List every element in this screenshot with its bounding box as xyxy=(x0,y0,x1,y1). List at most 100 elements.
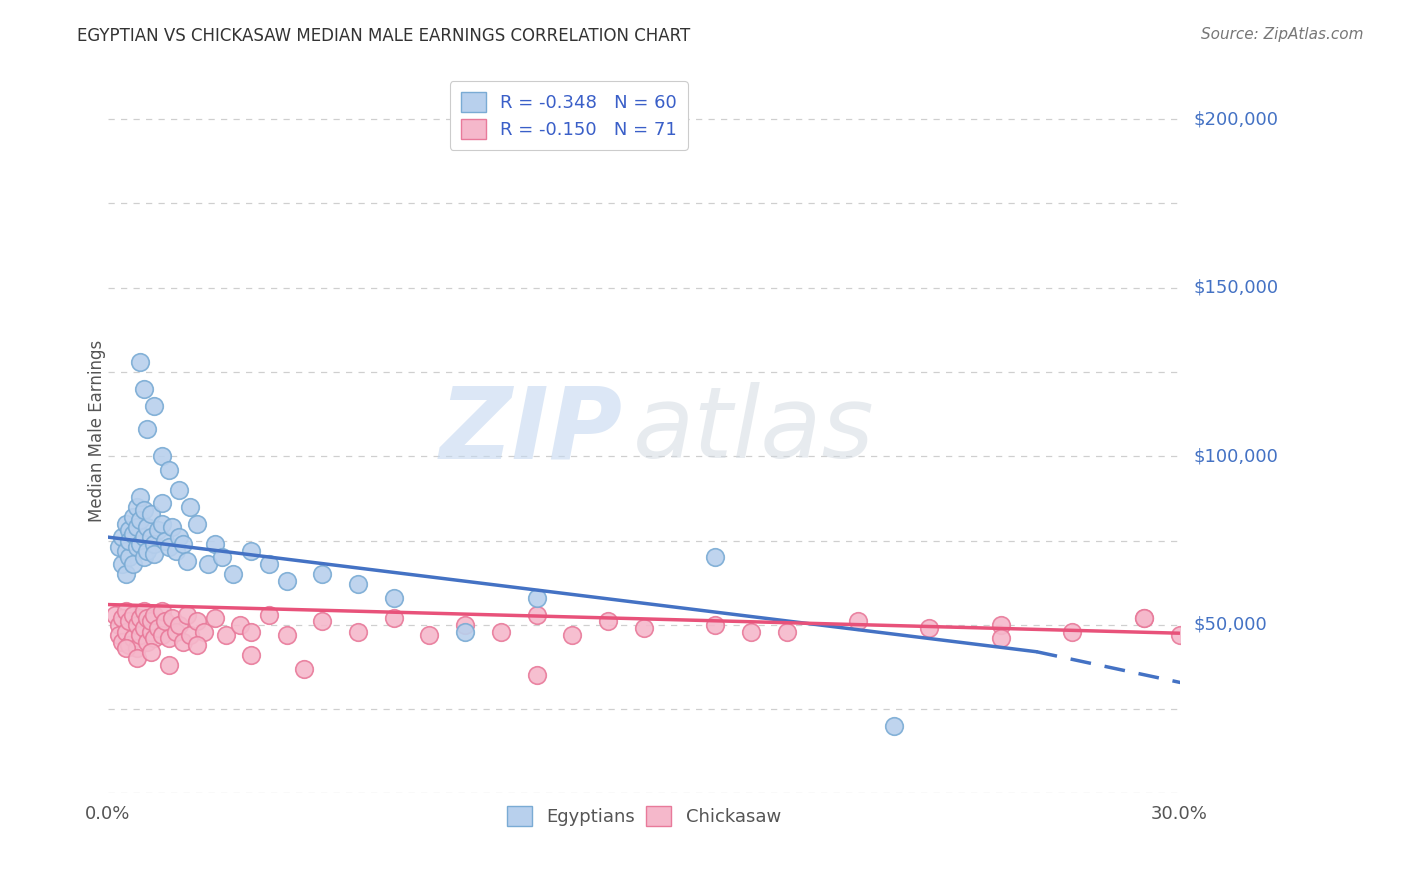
Point xyxy=(186,615,208,629)
Text: ZIP: ZIP xyxy=(439,383,623,479)
Point xyxy=(215,628,238,642)
Point xyxy=(197,557,219,571)
Point xyxy=(136,634,159,648)
Point xyxy=(239,648,262,662)
Point xyxy=(129,355,152,369)
Point xyxy=(454,624,477,639)
Point xyxy=(139,530,162,544)
Point xyxy=(139,624,162,639)
Point xyxy=(186,638,208,652)
Point xyxy=(418,628,440,642)
Point xyxy=(193,624,215,639)
Point xyxy=(104,607,127,622)
Text: $200,000: $200,000 xyxy=(1194,110,1278,128)
Point xyxy=(169,617,191,632)
Point xyxy=(526,591,548,605)
Point xyxy=(122,607,145,622)
Point xyxy=(111,530,134,544)
Point xyxy=(239,624,262,639)
Point xyxy=(169,483,191,497)
Point xyxy=(222,567,245,582)
Point xyxy=(311,567,333,582)
Point xyxy=(129,611,152,625)
Point xyxy=(162,520,184,534)
Point xyxy=(129,490,152,504)
Point xyxy=(172,634,194,648)
Point xyxy=(257,607,280,622)
Point xyxy=(107,628,129,642)
Point xyxy=(132,503,155,517)
Point xyxy=(143,607,166,622)
Point xyxy=(276,574,298,588)
Point xyxy=(132,530,155,544)
Point xyxy=(176,607,198,622)
Point xyxy=(111,634,134,648)
Point xyxy=(115,567,138,582)
Point xyxy=(311,615,333,629)
Point xyxy=(125,541,148,555)
Point xyxy=(136,611,159,625)
Point xyxy=(125,500,148,514)
Point xyxy=(846,615,869,629)
Point xyxy=(157,658,180,673)
Point xyxy=(118,638,141,652)
Point xyxy=(115,624,138,639)
Point xyxy=(1133,611,1156,625)
Point xyxy=(115,641,138,656)
Point xyxy=(118,550,141,565)
Point xyxy=(143,547,166,561)
Point xyxy=(157,541,180,555)
Point xyxy=(990,617,1012,632)
Point xyxy=(111,611,134,625)
Point xyxy=(382,591,405,605)
Point xyxy=(139,507,162,521)
Point xyxy=(115,604,138,618)
Point xyxy=(276,628,298,642)
Point xyxy=(229,617,252,632)
Point xyxy=(122,509,145,524)
Point xyxy=(150,604,173,618)
Point xyxy=(125,520,148,534)
Text: $50,000: $50,000 xyxy=(1194,615,1267,634)
Point xyxy=(118,524,141,538)
Text: $150,000: $150,000 xyxy=(1194,278,1278,297)
Point xyxy=(633,621,655,635)
Point xyxy=(990,632,1012,646)
Point xyxy=(111,557,134,571)
Point xyxy=(740,624,762,639)
Point xyxy=(146,621,169,635)
Point xyxy=(347,577,370,591)
Point xyxy=(118,615,141,629)
Point xyxy=(596,615,619,629)
Point xyxy=(122,526,145,541)
Point xyxy=(186,516,208,531)
Point xyxy=(883,719,905,733)
Point xyxy=(150,628,173,642)
Point xyxy=(129,513,152,527)
Point xyxy=(382,611,405,625)
Point xyxy=(179,500,201,514)
Point xyxy=(239,543,262,558)
Point xyxy=(204,611,226,625)
Point xyxy=(107,541,129,555)
Point xyxy=(122,632,145,646)
Point xyxy=(454,617,477,632)
Point xyxy=(115,516,138,531)
Point xyxy=(132,550,155,565)
Point xyxy=(132,604,155,618)
Point xyxy=(125,651,148,665)
Point xyxy=(162,611,184,625)
Point xyxy=(150,496,173,510)
Point xyxy=(139,615,162,629)
Point xyxy=(179,628,201,642)
Point xyxy=(347,624,370,639)
Y-axis label: Median Male Earnings: Median Male Earnings xyxy=(89,340,105,522)
Point xyxy=(775,624,797,639)
Point xyxy=(165,543,187,558)
Point xyxy=(136,543,159,558)
Point xyxy=(150,516,173,531)
Point xyxy=(146,524,169,538)
Point xyxy=(1168,628,1191,642)
Point xyxy=(136,422,159,436)
Point xyxy=(107,617,129,632)
